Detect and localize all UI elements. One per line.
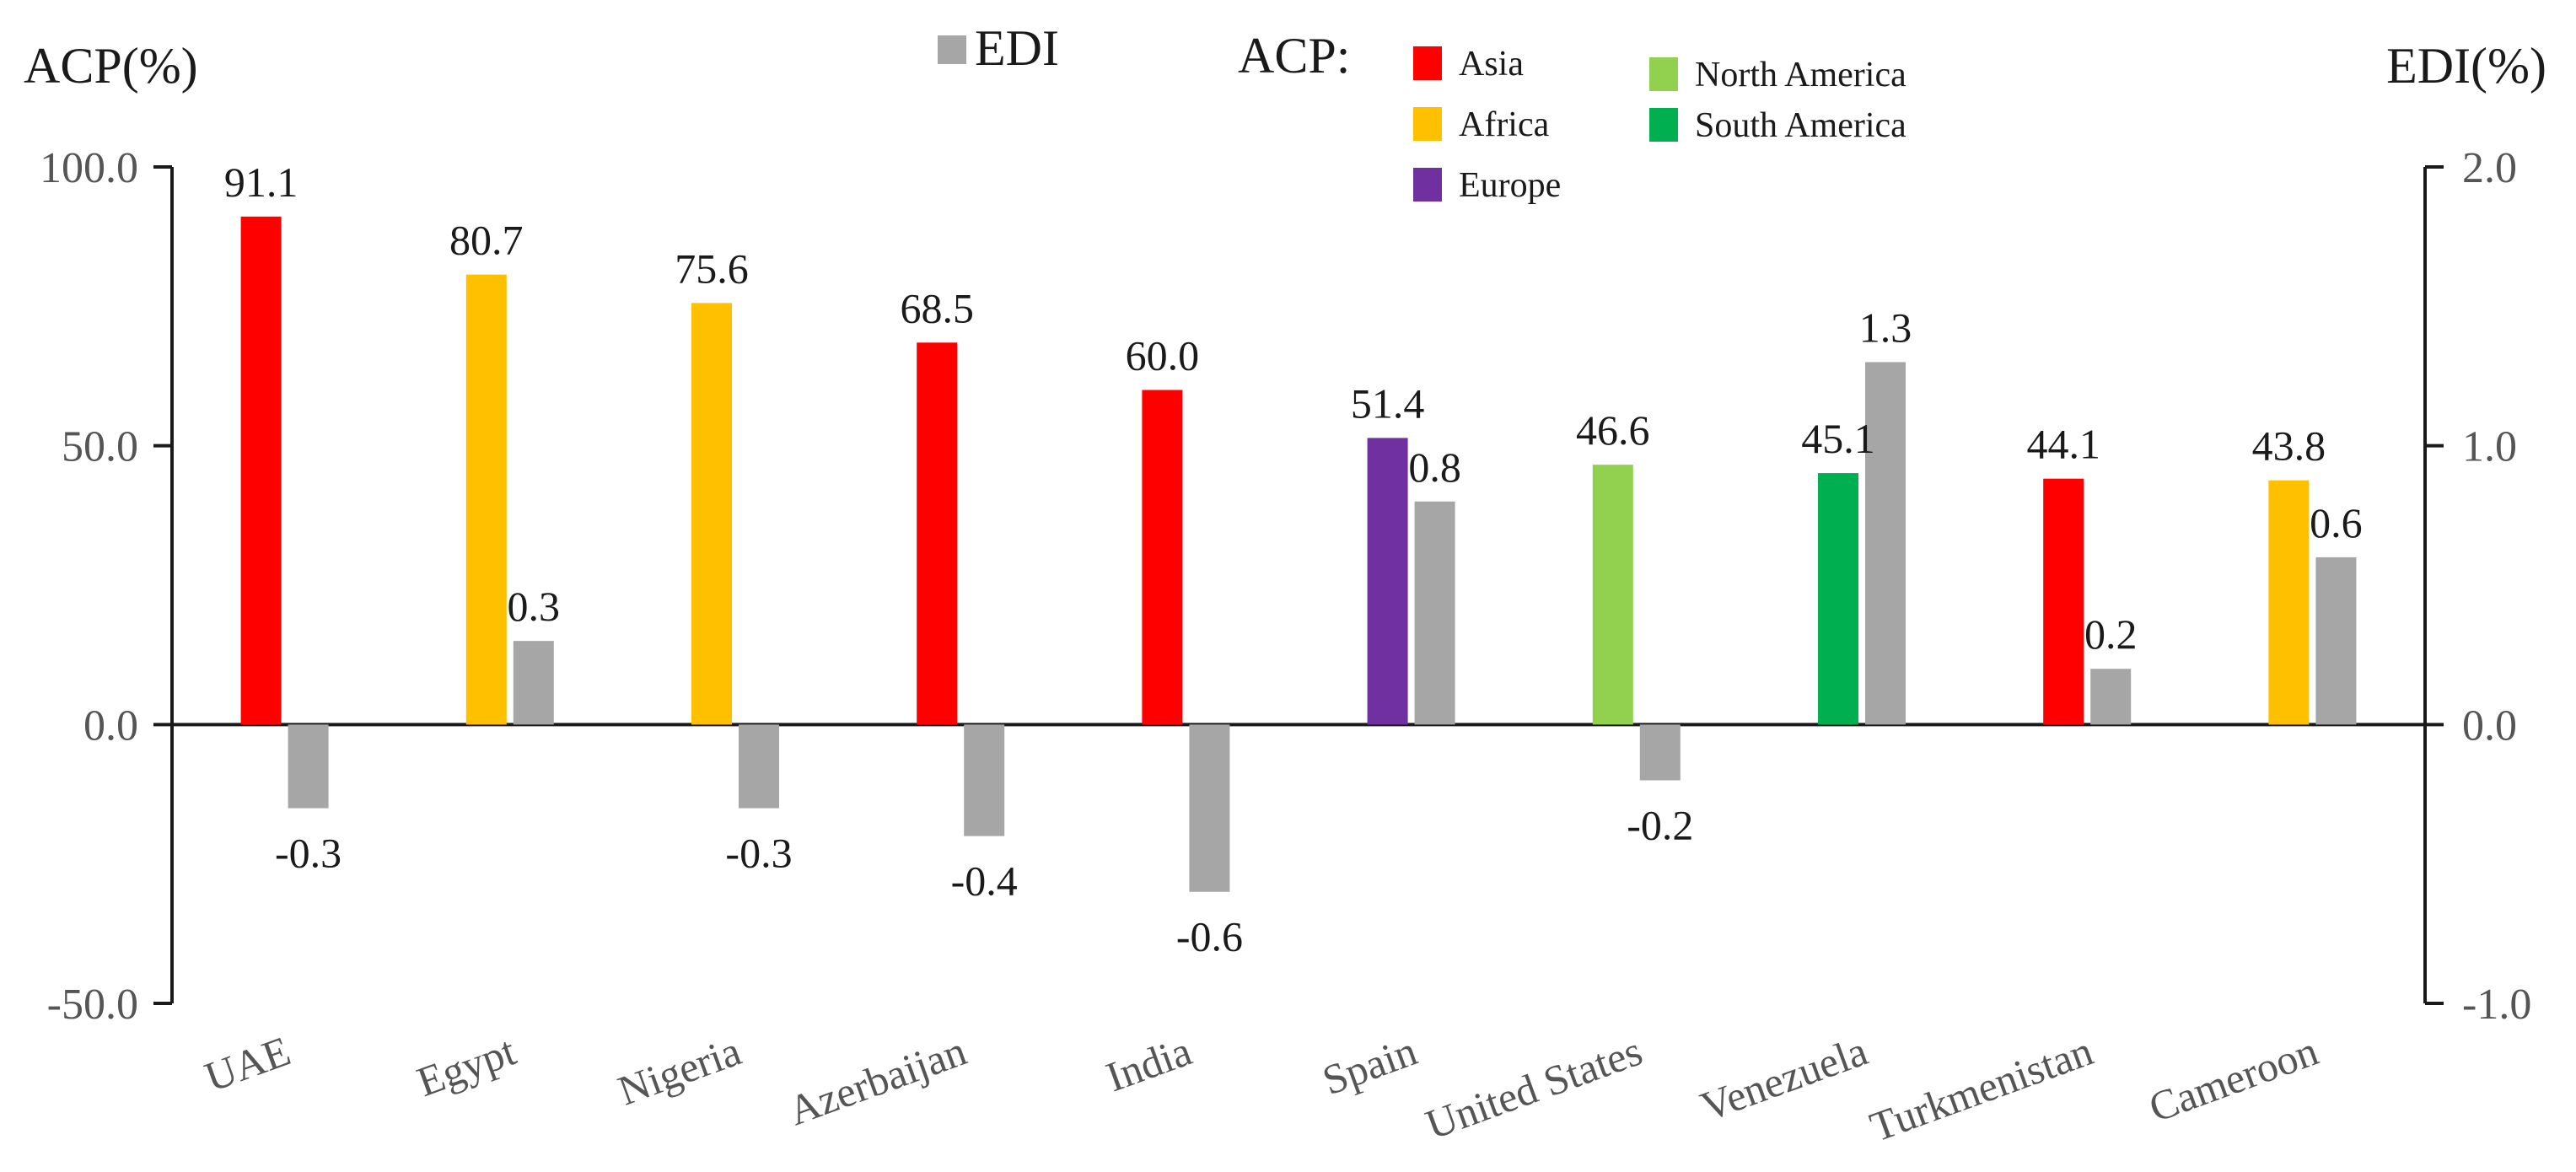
acp-bar [1367,438,1408,725]
acp-value-label: 51.4 [1351,379,1425,427]
edi-value-label: 0.6 [2310,499,2363,546]
acp-bar [1592,465,1633,725]
category-labels: UAE Egypt Nigeria Azerbaijan India SpainUnite… [199,1027,2325,1151]
legend-label-acp: ACP: [1238,28,1350,83]
left-tick-label: 0.0 [83,702,138,750]
legend-label-asia: Asia [1459,45,1524,83]
category-label: Cameroon [2143,1027,2324,1132]
category-label: Azerbaijan [782,1027,972,1135]
edi-bar [2090,669,2132,725]
left-axis-title: ACP(%) [24,38,198,94]
edi-bar [964,724,1005,836]
acp-value-label: 46.6 [1576,406,1650,454]
edi-bar [513,641,554,725]
legend-label-north-america: North America [1695,56,1906,94]
edi-bar [1639,724,1681,781]
acp-value-label: 44.1 [2026,421,2100,468]
category-label: India [1100,1027,1197,1101]
edi-value-label: 0.8 [1408,444,1461,491]
acp-value-label: 43.8 [2252,422,2326,470]
legend-swatch-north-america [1649,57,1678,91]
right-tick-label: 2.0 [2462,144,2517,192]
edi-bar [1414,501,1455,725]
legend-label-europe: Europe [1459,166,1561,205]
edi-value-label: 0.2 [2084,610,2138,658]
acp-bar [1142,390,1183,725]
edi-value-label: -0.3 [275,830,341,877]
legend-label-edi: EDI [975,20,1059,76]
edi-value-label: 0.3 [508,583,561,630]
acp-value-label: 60.0 [1126,332,1200,379]
category-label: Turkmenistan [1863,1027,2098,1151]
acp-value-label: 80.7 [449,217,524,264]
legend-swatch-edi [938,35,966,64]
edi-bar [739,724,779,809]
edi-value-label: -0.6 [1176,913,1243,960]
acp-value-label: 91.1 [224,159,298,206]
acp-bar [240,216,282,725]
axes: 100.0 50.0 0.0 -50.0 2.0 1.0 0.0 -1.0 [40,144,2531,1029]
right-tick-label: 0.0 [2462,702,2517,750]
acp-bar [1818,473,1858,725]
edi-bar [288,724,329,809]
right-axis-title: EDI(%) [2386,38,2546,94]
legend-label-africa: Africa [1459,105,1550,144]
category-label: UAE [199,1027,297,1101]
legend-swatch-south-america [1649,108,1678,142]
left-tick-label: -50.0 [47,981,138,1029]
acp-bar [917,342,958,725]
right-tick-label: -1.0 [2462,981,2531,1029]
legend-label-south-america: South America [1695,106,1906,145]
category-label: Venezuela [1695,1027,1874,1131]
category-label: Egypt [411,1027,521,1106]
acp-value-label: 75.6 [675,245,749,292]
edi-value-label: -0.2 [1627,801,1693,848]
acp-bar [2268,480,2310,725]
category-label: Nigeria [612,1027,747,1115]
value-labels: 91.1 -0.3 80.7 0.3 75.6 -0.3 68.5 -0.4 60.0 -0.6 5… [224,159,2363,960]
category-label: Spain [1316,1027,1422,1105]
edi-value-label: -0.4 [951,857,1018,905]
bars [240,216,2357,892]
edi-value-label: 1.3 [1859,304,1912,351]
acp-bar [465,274,507,725]
left-tick-label: 100.0 [40,144,138,192]
legend: EDI ACP: Asia Africa Europe North America So… [938,20,1906,205]
legend-regions: Asia Africa Europe North America South Ameri… [1413,45,1906,205]
acp-value-label: 68.5 [900,284,974,331]
right-tick-label: 1.0 [2462,423,2517,471]
legend-swatch-asia [1413,46,1442,80]
acp-value-label: 45.1 [1801,415,1875,462]
acp-bar [2043,478,2084,725]
acp-bar [691,303,732,725]
edi-bar [2315,556,2357,725]
edi-bar [1189,724,1230,892]
legend-swatch-europe [1413,168,1442,202]
category-label: United States [1420,1027,1648,1148]
legend-swatch-africa [1413,107,1442,141]
left-tick-label: 50.0 [62,423,138,471]
edi-bar [1865,362,1906,725]
edi-value-label: -0.3 [725,830,792,877]
